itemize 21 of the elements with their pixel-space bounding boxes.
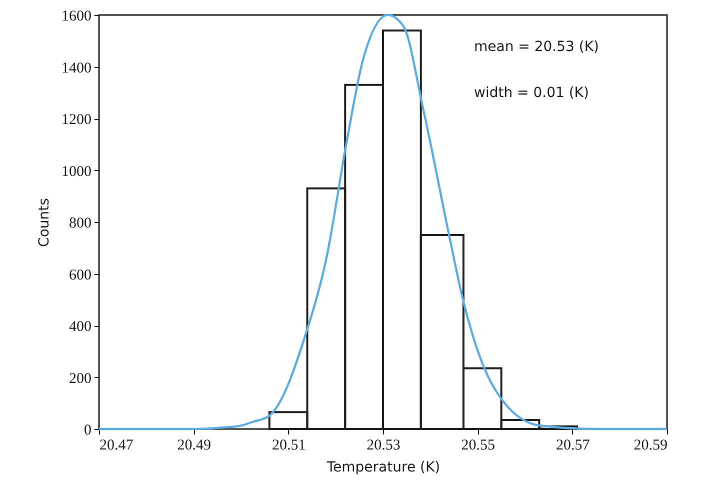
y-tick-label: 200 [69, 370, 92, 387]
x-tick-label: 20.55 [461, 438, 496, 454]
y-axis-title: Counts [36, 198, 52, 247]
x-tick-label: 20.51 [272, 438, 306, 454]
x-tick-label: 20.49 [177, 438, 212, 454]
line-series [98, 14, 668, 430]
y-tick-label: 0 [84, 422, 92, 438]
y-tick-label: 400 [69, 319, 92, 335]
y-tick-label: 1600 [62, 8, 92, 24]
x-tick-label: 20.53 [366, 438, 400, 454]
annotation: width = 0.01 (K) [474, 85, 589, 101]
x-axis-title: Temperature (K) [326, 460, 440, 476]
y-tick-label: 1200 [62, 112, 92, 128]
x-tick-label: 20.47 [100, 438, 134, 454]
y-tick-label: 1400 [62, 60, 92, 76]
y-tick-label: 600 [69, 267, 92, 284]
annotation: mean = 20.53 (K) [474, 39, 599, 55]
y-tick-label: 1000 [62, 164, 92, 180]
x-tick-label: 20.59 [634, 438, 668, 454]
x-tick-label: 20.57 [556, 438, 590, 454]
y-tick-label: 800 [69, 216, 92, 232]
